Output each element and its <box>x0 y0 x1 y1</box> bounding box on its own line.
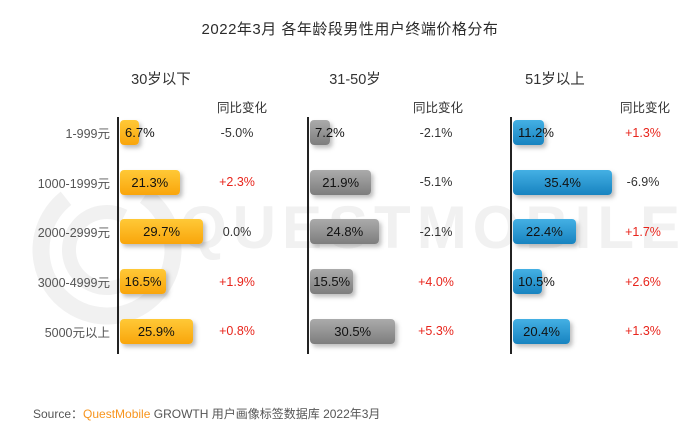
chart-title: 2022年3月 各年龄段男性用户终端价格分布 <box>201 21 499 38</box>
source-line: Source：QuestMobile GROWTH 用户画像标签数据库 2022… <box>33 405 380 422</box>
bar: 30.5% <box>310 318 396 344</box>
bar: 29.7% <box>120 219 204 245</box>
yoy-column-over-51: +1.3% -6.9% +1.7% +2.6% +1.3% <box>598 108 688 356</box>
axis-line-group1 <box>117 117 119 354</box>
bar-value-label: 25.9% <box>137 323 175 339</box>
group-title-over-51: 51岁以上 <box>525 72 585 88</box>
bar-value-label: 10.5% <box>518 274 555 290</box>
source-text: GROWTH 用户画像标签数据库 2022年3月 <box>150 407 381 421</box>
category-label: 1-999元 <box>65 127 110 142</box>
group-title-under-30: 30岁以下 <box>131 72 191 88</box>
category-labels: 1-999元 1000-1999元 2000-2999元 3000-4999元 … <box>0 108 110 356</box>
group-title-31-50: 31-50岁 <box>329 72 381 88</box>
yoy-column-under-30: -5.0% +2.3% 0.0% +1.9% +0.8% <box>192 108 282 356</box>
brand-name: QuestMobile <box>83 407 151 421</box>
bar-group-under-30: 6.7% 21.3% 29.7% 16.5% 25.9% <box>120 108 255 356</box>
yoy-header-group1: 同比变化 <box>216 101 268 115</box>
bar-value-label: 35.4% <box>544 174 581 190</box>
bar: 10.5% <box>513 269 555 295</box>
bar: 15.5% <box>310 269 354 295</box>
yoy-column-31-50: -2.1% -5.1% -2.1% +4.0% +5.3% <box>391 108 481 356</box>
yoy-header-group3: 同比变化 <box>619 101 671 115</box>
bar-value-label: 22.4% <box>525 224 563 240</box>
yoy-value: 0.0% <box>222 224 252 239</box>
bar-value-label: 15.5% <box>313 274 351 290</box>
yoy-value: +5.3% <box>418 324 454 339</box>
bar-value-label: 11.2% <box>518 125 554 141</box>
bar: 11.2% <box>513 120 554 146</box>
bar: 6.7% <box>120 120 155 146</box>
yoy-value: +0.8% <box>219 324 255 339</box>
yoy-value: +2.3% <box>219 175 255 190</box>
yoy-value: -2.1% <box>419 125 453 140</box>
yoy-value: -5.0% <box>220 125 254 140</box>
bar: 21.9% <box>310 169 372 195</box>
bar-value-label: 21.3% <box>131 174 169 190</box>
yoy-value: +1.7% <box>625 224 661 239</box>
axis-line-group3 <box>510 117 512 354</box>
bar: 25.9% <box>120 318 193 344</box>
bar: 35.4% <box>513 169 613 195</box>
bar-value-label: 16.5% <box>124 274 162 290</box>
bar-value-label: 30.5% <box>334 323 372 339</box>
yoy-value: -2.1% <box>419 224 453 239</box>
yoy-value: -5.1% <box>419 175 453 190</box>
yoy-value: +1.3% <box>625 125 661 140</box>
bar-value-label: 20.4% <box>523 323 560 339</box>
axis-line-group2 <box>307 117 309 354</box>
source-label: Source： <box>33 407 84 421</box>
yoy-value: -6.9% <box>626 175 660 190</box>
bar-value-label: 7.2% <box>315 125 345 141</box>
yoy-value: +1.3% <box>625 324 661 339</box>
category-label: 1000-1999元 <box>37 176 110 191</box>
bar: 22.4% <box>513 219 576 245</box>
category-label: 5000元以上 <box>44 325 110 340</box>
yoy-value: +4.0% <box>418 274 454 289</box>
bar: 21.3% <box>120 169 180 195</box>
bar-group-31-50: 7.2% 21.9% 24.8% 15.5% 30.5% <box>310 108 445 356</box>
bar: 24.8% <box>310 219 380 245</box>
bar-value-label: 29.7% <box>143 224 181 240</box>
category-label: 3000-4999元 <box>37 276 110 291</box>
yoy-value: +1.9% <box>219 274 255 289</box>
bar-value-label: 24.8% <box>326 224 364 240</box>
bar-value-label: 21.9% <box>322 174 360 190</box>
questmobile-text-watermark: QUESTMOBILE <box>180 194 687 261</box>
category-label: 2000-2999元 <box>37 226 110 241</box>
bar-value-label: 6.7% <box>125 125 155 141</box>
bar: 7.2% <box>310 120 345 146</box>
bar: 16.5% <box>120 269 167 295</box>
yoy-header-group2: 同比变化 <box>412 101 464 115</box>
bar: 20.4% <box>513 318 571 344</box>
yoy-value: +2.6% <box>625 274 661 289</box>
bar-group-over-51: 11.2% 35.4% 22.4% 10.5% 20.4% <box>513 108 648 356</box>
